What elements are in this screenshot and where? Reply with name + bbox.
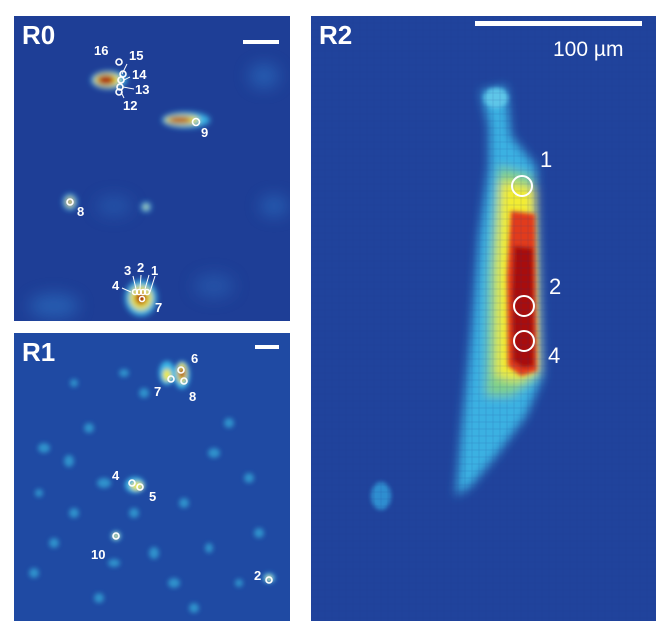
r2-scale-bar bbox=[475, 21, 642, 26]
r1-scale-bar bbox=[255, 345, 279, 349]
r0-roi-circle-12 bbox=[115, 88, 123, 96]
r0-heatmap-image: 16 15 14 13 12 9 8 3 2 1 4 7 bbox=[14, 16, 290, 321]
r2-scale-label: 100 µm bbox=[553, 38, 624, 61]
r2-roi-circle-1 bbox=[511, 175, 533, 197]
r2-roi-label-4: 4 bbox=[548, 343, 560, 368]
r2-roi-circle-2 bbox=[513, 295, 535, 317]
r1-roi-label-2: 2 bbox=[254, 568, 261, 583]
r0-roi-label-7: 7 bbox=[155, 300, 162, 315]
r2-roi-circle-4 bbox=[513, 330, 535, 352]
r2-roi-label-1: 1 bbox=[540, 147, 552, 172]
r1-roi-circle-5 bbox=[136, 483, 144, 491]
r1-roi-circle-4 bbox=[128, 479, 136, 487]
panel-r0: 16 15 14 13 12 9 8 3 2 1 4 7 R0 bbox=[14, 16, 290, 321]
r0-leader-lines bbox=[120, 63, 156, 293]
r1-roi-circle-10 bbox=[112, 532, 120, 540]
r0-roi-label-8: 8 bbox=[77, 204, 84, 219]
r0-roi-label-2: 2 bbox=[137, 260, 144, 275]
panel-label-r2: R2 bbox=[319, 20, 353, 50]
r1-roi-circle-8 bbox=[180, 377, 188, 385]
r2-roi-circles bbox=[511, 175, 535, 352]
r0-roi-label-13: 13 bbox=[135, 82, 149, 97]
r0-roi-label-1: 1 bbox=[151, 263, 158, 278]
r0-roi-label-12: 12 bbox=[123, 98, 137, 113]
r1-roi-label-4: 4 bbox=[112, 468, 120, 483]
panel-label-r1: R1 bbox=[22, 337, 56, 367]
r1-roi-circle-2 bbox=[265, 576, 273, 584]
r0-roi-circle-1 bbox=[143, 288, 151, 296]
r0-roi-label-14: 14 bbox=[132, 67, 147, 82]
r0-roi-circle-7 bbox=[138, 295, 146, 303]
r1-heatmap-image: 6 7 8 4 5 10 2 bbox=[14, 333, 290, 621]
r0-roi-label-15: 15 bbox=[129, 48, 143, 63]
r1-roi-circles bbox=[112, 366, 273, 584]
r0-roi-label-16: 16 bbox=[94, 43, 108, 58]
r2-roi-label-2: 2 bbox=[549, 274, 561, 299]
r1-roi-label-6: 6 bbox=[191, 351, 198, 366]
panel-r1: 6 7 8 4 5 10 2 R1 bbox=[14, 333, 290, 621]
r0-roi-circle-16 bbox=[115, 58, 123, 66]
r0-scale-bar bbox=[243, 40, 279, 44]
r0-roi-circle-2 bbox=[139, 288, 147, 296]
r0-roi-circle-8 bbox=[66, 198, 74, 206]
r2-heatmap-image: 1 2 4 bbox=[311, 16, 656, 621]
r0-roi-label-4: 4 bbox=[112, 278, 120, 293]
r0-roi-label-9: 9 bbox=[201, 125, 208, 140]
panel-r2: 1 2 4 R2 100 µm bbox=[311, 16, 656, 621]
r0-roi-circle-4 bbox=[131, 288, 139, 296]
r1-roi-label-5: 5 bbox=[149, 489, 156, 504]
r0-roi-circle-3 bbox=[135, 288, 143, 296]
r0-roi-circle-9 bbox=[191, 117, 201, 127]
r1-roi-label-10: 10 bbox=[91, 547, 105, 562]
r0-roi-label-3: 3 bbox=[124, 263, 131, 278]
panel-label-r0: R0 bbox=[22, 20, 56, 50]
r1-roi-label-8: 8 bbox=[189, 389, 196, 404]
r1-roi-label-7: 7 bbox=[154, 384, 161, 399]
r1-roi-circle-6 bbox=[177, 366, 185, 374]
r1-roi-circle-7 bbox=[167, 375, 175, 383]
